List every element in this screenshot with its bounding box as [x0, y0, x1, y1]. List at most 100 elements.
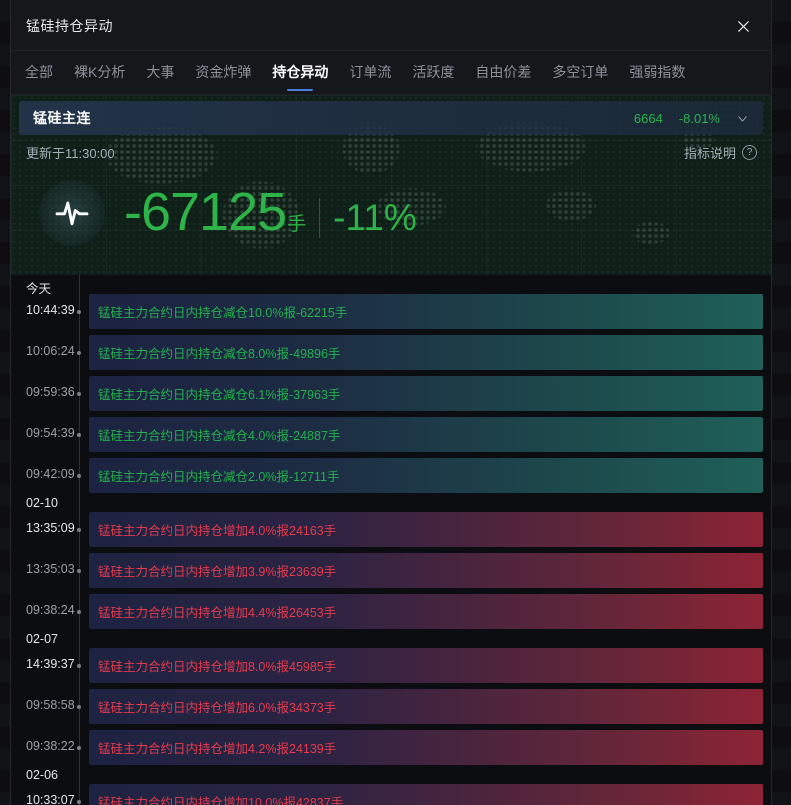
close-button[interactable]: [729, 12, 757, 40]
tab-label: 大事: [146, 64, 175, 80]
symbol-bar[interactable]: 锰硅主连 6664 -8.01%: [19, 101, 763, 135]
page-title: 锰硅持仓异动: [26, 18, 113, 34]
list-item[interactable]: 09:54:39 锰硅主力合约日内持仓减仓4.0%报-24887手: [11, 414, 771, 455]
event-time: 09:58:58: [26, 698, 75, 712]
tab-8[interactable]: 多空订单: [552, 54, 608, 91]
timeline-dot: [76, 746, 81, 750]
event-time: 14:39:37: [26, 657, 75, 671]
list-item[interactable]: 09:59:36 锰硅主力合约日内持仓减仓6.1%报-37963手: [11, 373, 771, 414]
tab-4[interactable]: 持仓异动: [272, 54, 328, 91]
pulse-icon-badge: [39, 180, 105, 246]
timeline-dot: [76, 664, 81, 668]
list-item[interactable]: 09:38:22 锰硅主力合约日内持仓增加4.2%报24139手: [11, 727, 771, 768]
event-feed[interactable]: 今天 10:44:39 锰硅主力合约日内持仓减仓10.0%报-62215手 10:06…: [11, 275, 771, 805]
net-position-percent: -11%: [333, 197, 417, 238]
tab-label: 资金炸弹: [195, 64, 252, 80]
event-time: 10:33:07: [26, 793, 75, 805]
event-bar[interactable]: 锰硅主力合约日内持仓增加4.2%报24139手: [89, 730, 763, 765]
list-item[interactable]: 09:42:09 锰硅主力合约日内持仓减仓2.0%报-12711手: [11, 455, 771, 496]
tab-5[interactable]: 订单流: [349, 54, 391, 91]
event-bar[interactable]: 锰硅主力合约日内持仓增加4.0%报24163手: [89, 512, 763, 547]
event-day-label: 02-07: [26, 632, 58, 646]
event-bar[interactable]: 锰硅主力合约日内持仓减仓8.0%报-49896手: [89, 335, 763, 370]
event-text: 锰硅主力合约日内持仓增加4.2%报24139手: [98, 742, 337, 756]
event-time: 09:54:39: [26, 426, 75, 440]
list-item[interactable]: 02-06 10:33:07 锰硅主力合约日内持仓增加10.0%报42837手: [11, 768, 771, 805]
net-position-value: -67125: [124, 182, 287, 242]
summary-divider: [319, 198, 321, 238]
event-bar[interactable]: 锰硅主力合约日内持仓减仓4.0%报-24887手: [89, 417, 763, 452]
tab-7[interactable]: 自由价差: [475, 54, 531, 91]
timeline-dot: [76, 351, 81, 355]
tab-1[interactable]: 裸K分析: [74, 54, 125, 91]
event-day-label: 02-10: [26, 496, 58, 510]
timeline-dot: [76, 528, 81, 532]
event-text: 锰硅主力合约日内持仓增加6.0%报34373手: [98, 701, 337, 715]
tab-3[interactable]: 资金炸弹: [195, 54, 251, 91]
event-time: 10:44:39: [26, 303, 75, 317]
net-position-summary: -67125 手 -11%: [124, 180, 417, 244]
net-position-unit: 手: [287, 214, 307, 235]
list-item[interactable]: 13:35:03 锰硅主力合约日内持仓增加3.9%报23639手: [11, 550, 771, 591]
event-bar[interactable]: 锰硅主力合约日内持仓增加10.0%报42837手: [89, 784, 763, 805]
event-text: 锰硅主力合约日内持仓减仓10.0%报-62215手: [98, 306, 348, 320]
tab-bar: 全部 裸K分析 大事 资金炸弹 持仓异动 订单流 活跃度 自由价差 多空订单 强弱指数: [11, 51, 771, 95]
event-bar[interactable]: 锰硅主力合约日内持仓减仓10.0%报-62215手: [89, 294, 763, 329]
tab-label: 持仓异动: [272, 64, 329, 80]
background-app-right: [772, 0, 791, 805]
event-time: 10:06:24: [26, 344, 75, 358]
timeline-dot: [76, 392, 81, 396]
tab-9[interactable]: 强弱指数: [629, 54, 685, 91]
indicator-description-link[interactable]: 指标说明 ?: [684, 143, 757, 162]
event-day-label: 今天: [26, 282, 52, 296]
chevron-down-icon[interactable]: [736, 112, 749, 125]
tab-label: 自由价差: [475, 64, 532, 80]
event-text: 锰硅主力合约日内持仓增加8.0%报45985手: [98, 660, 337, 674]
timeline-dot: [76, 705, 81, 709]
modal-titlebar: 锰硅持仓异动: [11, 0, 771, 51]
timeline-dot: [76, 433, 81, 437]
event-time: 09:42:09: [26, 467, 75, 481]
event-text: 锰硅主力合约日内持仓减仓8.0%报-49896手: [98, 347, 341, 361]
tab-label: 活跃度: [412, 64, 455, 80]
list-item[interactable]: 09:38:24 锰硅主力合约日内持仓增加4.4%报26453手: [11, 591, 771, 632]
question-mark-icon[interactable]: ?: [742, 145, 757, 160]
event-bar[interactable]: 锰硅主力合约日内持仓增加4.4%报26453手: [89, 594, 763, 629]
background-app-left: [0, 0, 12, 805]
tab-0[interactable]: 全部: [25, 54, 53, 91]
list-item[interactable]: 今天 10:44:39 锰硅主力合约日内持仓减仓10.0%报-62215手: [11, 282, 771, 332]
event-bar[interactable]: 锰硅主力合约日内持仓增加3.9%报23639手: [89, 553, 763, 588]
list-item[interactable]: 02-10 13:35:09 锰硅主力合约日内持仓增加4.0%报24163手: [11, 496, 771, 550]
tab-label: 订单流: [349, 64, 392, 80]
symbol-price: 6664: [633, 110, 663, 126]
event-time: 09:59:36: [26, 385, 75, 399]
timeline-dot: [76, 610, 81, 614]
event-time: 09:38:22: [26, 739, 75, 753]
event-bar[interactable]: 锰硅主力合约日内持仓增加8.0%报45985手: [89, 648, 763, 683]
event-time: 09:38:24: [26, 603, 75, 617]
list-item[interactable]: 02-07 14:39:37 锰硅主力合约日内持仓增加8.0%报45985手: [11, 632, 771, 686]
updated-timestamp: 更新于11:30:00: [26, 146, 115, 161]
tab-label: 多空订单: [552, 64, 609, 80]
event-text: 锰硅主力合约日内持仓减仓2.0%报-12711手: [98, 470, 340, 484]
list-item[interactable]: 10:06:24 锰硅主力合约日内持仓减仓8.0%报-49896手: [11, 332, 771, 373]
tab-6[interactable]: 活跃度: [412, 54, 454, 91]
tab-label: 全部: [25, 64, 53, 80]
tab-label: 强弱指数: [629, 64, 686, 80]
event-text: 锰硅主力合约日内持仓增加4.4%报26453手: [98, 606, 337, 620]
event-bar[interactable]: 锰硅主力合约日内持仓减仓6.1%报-37963手: [89, 376, 763, 411]
timeline-dot: [76, 310, 81, 314]
tab-label: 裸K分析: [74, 64, 126, 80]
list-item[interactable]: 09:58:58 锰硅主力合约日内持仓增加6.0%报34373手: [11, 686, 771, 727]
event-bar[interactable]: 锰硅主力合约日内持仓增加6.0%报34373手: [89, 689, 763, 724]
indicator-description-label: 指标说明: [683, 146, 736, 161]
event-text: 锰硅主力合约日内持仓减仓6.1%报-37963手: [98, 388, 341, 402]
event-text: 锰硅主力合约日内持仓增加4.0%报24163手: [98, 524, 337, 538]
event-bar[interactable]: 锰硅主力合约日内持仓减仓2.0%报-12711手: [89, 458, 763, 493]
summary-hero: 锰硅主连 6664 -8.01% 更新于11:30:00 指标说明 ?: [11, 95, 771, 275]
close-icon: [737, 20, 749, 32]
event-text: 锰硅主力合约日内持仓增加3.9%报23639手: [98, 565, 337, 579]
symbol-quote: 6664 -8.01%: [634, 111, 749, 126]
tab-2[interactable]: 大事: [146, 54, 174, 91]
